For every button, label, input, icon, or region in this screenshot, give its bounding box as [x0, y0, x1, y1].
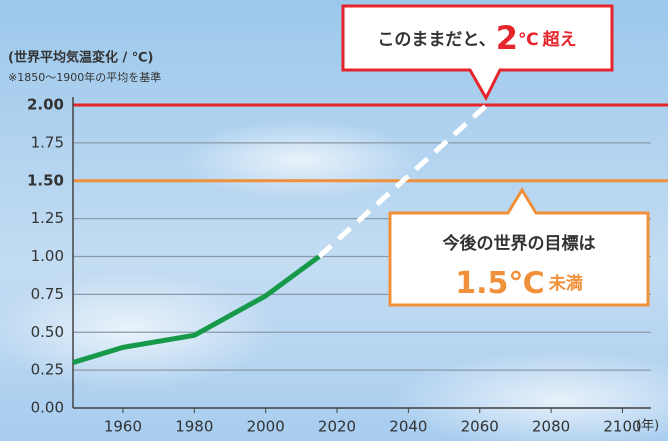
- cloud: [0, 270, 280, 390]
- callout-part: 超え: [543, 29, 577, 50]
- callout-box: [341, 4, 614, 102]
- y-tick-label: 0.00: [31, 399, 64, 417]
- x-tick-label: 2080: [532, 418, 570, 436]
- x-tick-label: 2040: [389, 418, 427, 436]
- series-line: [317, 103, 489, 259]
- y-tick-label: 0.75: [31, 285, 64, 303]
- y-tick-label: 1.75: [31, 133, 64, 151]
- y-tick-label: 1.25: [31, 209, 64, 227]
- y-tick-label: 0.25: [31, 361, 64, 379]
- cloud: [390, 350, 668, 441]
- cloud: [180, 120, 420, 200]
- callout-top: このままだと、2℃ 超え: [341, 4, 614, 102]
- callout-part: 2: [496, 19, 518, 57]
- callout-part: 未満: [548, 273, 583, 294]
- x-tick-label: 2060: [461, 418, 499, 436]
- x-tick-label: 1980: [175, 418, 213, 436]
- callout-text: このままだと、2℃ 超え: [377, 19, 576, 57]
- callout-part: このままだと、: [377, 30, 495, 50]
- callout-part: ℃: [518, 30, 539, 50]
- x-label: (年): [636, 419, 659, 434]
- y-tick-label: 1.00: [31, 247, 64, 265]
- callout-bottom: 今後の世界の目標は 1.5℃ 未満: [388, 187, 650, 307]
- x-tick-label: 2000: [247, 418, 285, 436]
- plot: [72, 103, 489, 365]
- callout-text: 今後の世界の目標は: [443, 233, 596, 254]
- y-tick-label: 2.00: [27, 96, 64, 114]
- callout-box: [388, 187, 650, 307]
- x-tick-label: 1960: [104, 418, 142, 436]
- callout-text: 1.5℃ 未満: [455, 266, 582, 301]
- callout-part: 1.5℃: [455, 266, 544, 301]
- x-tick-label: 2100: [603, 418, 641, 436]
- subtitle: (世界平均気温変化 / ℃): [8, 50, 153, 66]
- y-tick-label: 1.50: [27, 171, 64, 189]
- y-tick-label: 0.50: [31, 323, 64, 341]
- note: ※1850～1900年の平均を基準: [8, 70, 161, 84]
- series-line: [72, 254, 321, 365]
- x-tick-label: 2020: [318, 418, 356, 436]
